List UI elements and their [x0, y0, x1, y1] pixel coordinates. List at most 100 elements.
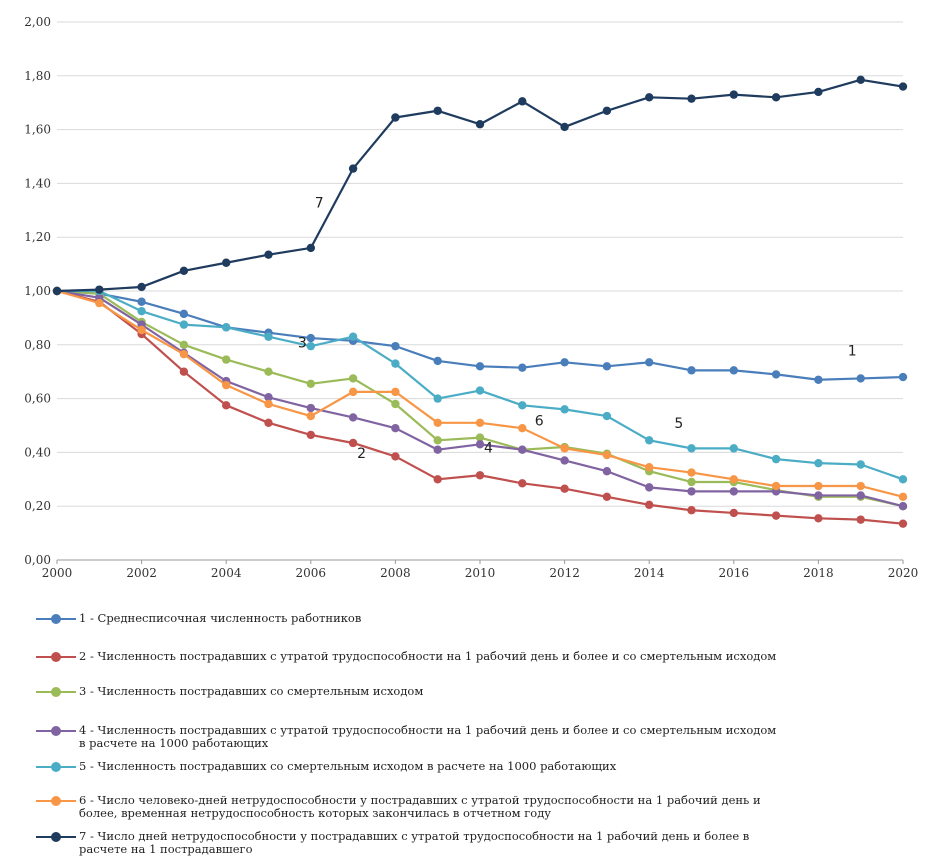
x-tick-label: 2004: [211, 566, 242, 580]
data-point-series-1: [771, 370, 781, 379]
legend-item: 2 - Численность пострадавших с утратой т…: [36, 650, 931, 663]
data-point-series-7: [602, 106, 612, 115]
data-point-series-7: [645, 93, 654, 102]
x-tick-label: 2008: [380, 566, 411, 580]
data-point-series-1: [391, 341, 400, 351]
data-point-series-2: [179, 367, 189, 376]
legend-label: 2 - Численность пострадавших с утратой т…: [79, 649, 777, 663]
data-point-series-6: [95, 298, 104, 308]
data-point-series-2: [348, 438, 358, 448]
data-point-series-4: [645, 483, 654, 492]
data-point-series-2: [814, 514, 823, 523]
data-point-series-6: [306, 411, 315, 421]
data-point-series-1: [645, 358, 654, 367]
data-point-series-7: [729, 90, 738, 99]
data-point-series-6: [137, 325, 146, 335]
data-point-series-7: [771, 93, 781, 102]
data-point-series-6: [687, 468, 696, 477]
data-point-series-4: [814, 491, 823, 500]
data-point-series-5: [898, 475, 908, 484]
data-point-series-5: [729, 444, 738, 453]
data-point-series-2: [645, 500, 654, 510]
data-point-series-1: [729, 366, 738, 375]
series-number-label: 6: [535, 414, 544, 430]
data-point-series-5: [687, 444, 696, 453]
legend-item: 7 - Число дней нетрудоспособности у пост…: [36, 830, 931, 856]
y-tick-label: 0,60: [24, 392, 51, 406]
gridlines: [57, 21, 903, 561]
data-point-series-1: [475, 362, 485, 371]
axes: 0,00 0,20 0,40 0,60 0,80 1,00 1,20 1,40 1,60 1,80…: [24, 15, 918, 580]
x-tick-label: 2020: [888, 566, 919, 580]
data-point-series-7: [137, 282, 146, 292]
data-point-series-7: [856, 75, 865, 85]
series-labels: 1 2 3 4 5 6 7: [298, 196, 857, 462]
data-point-series-3: [348, 374, 358, 383]
x-tick-label: 2018: [803, 566, 834, 580]
x-tick-label: 2006: [296, 566, 327, 580]
data-point-series-1: [433, 356, 442, 366]
data-point-series-5: [771, 454, 781, 464]
legend-swatch: [36, 724, 76, 736]
x-tick-label: 2012: [549, 566, 580, 580]
data-point-series-2: [475, 471, 485, 480]
data-point-series-7: [179, 266, 189, 276]
data-point-series-5: [264, 332, 273, 341]
data-point-series-2: [518, 479, 527, 488]
line-chart: 0,00 0,20 0,40 0,60 0,80 1,00 1,20 1,40 1,60 1,80…: [24, 15, 918, 580]
legend-swatch: [36, 794, 76, 806]
data-point-series-5: [179, 320, 189, 329]
data-point-series-7: [475, 120, 485, 129]
y-tick-label: 0,80: [24, 338, 51, 352]
data-point-series-2: [856, 515, 865, 524]
data-point-series-2: [306, 430, 315, 440]
data-point-series-5: [348, 332, 358, 341]
data-point-series-1: [560, 358, 569, 367]
data-point-series-4: [602, 467, 612, 476]
y-tick-label: 1,20: [24, 230, 51, 244]
series-number-label: 5: [674, 416, 683, 432]
series-group: [52, 75, 908, 528]
data-point-series-1: [306, 333, 315, 343]
data-point-series-4: [518, 445, 527, 454]
data-point-series-6: [602, 450, 612, 460]
data-point-series-4: [475, 440, 485, 449]
data-point-series-3: [475, 433, 485, 442]
series-number-label: 3: [298, 335, 307, 351]
data-point-series-5: [645, 436, 654, 445]
data-point-series-6: [264, 399, 273, 409]
data-point-series-4: [306, 403, 315, 413]
legend-swatch: [36, 650, 76, 662]
data-point-series-6: [729, 475, 738, 484]
legend-label: 1 - Среднесписочная численность работник…: [79, 611, 362, 625]
legend-swatch: [36, 760, 76, 772]
data-point-series-7: [264, 250, 273, 259]
data-point-series-6: [856, 481, 865, 491]
data-point-series-2: [391, 452, 400, 461]
y-tick-label: 0,20: [24, 499, 51, 513]
series-number-label: 7: [315, 196, 324, 212]
y-tick-label: 1,60: [24, 123, 51, 137]
y-tick-label: 1,40: [24, 176, 51, 190]
legend-label: 5 - Численность пострадавших со смертель…: [79, 759, 617, 773]
data-point-series-1: [179, 309, 189, 319]
data-point-series-4: [264, 393, 273, 402]
series-line-5: [57, 289, 904, 481]
legend-swatch: [36, 612, 76, 624]
data-point-series-5: [137, 306, 146, 316]
legend-item: 6 - Число человеко-дней нетрудоспособнос…: [36, 794, 931, 820]
legend-label: 3 - Численность пострадавших со смертель…: [79, 684, 424, 698]
legend-swatch: [36, 685, 76, 697]
legend-label: 6 - Число человеко-дней нетрудоспособнос…: [79, 793, 761, 820]
data-point-series-4: [433, 445, 442, 454]
y-tick-label: 1,00: [24, 284, 51, 298]
data-point-series-7: [348, 164, 358, 173]
data-point-series-3: [433, 436, 442, 445]
data-point-series-2: [602, 492, 612, 501]
data-point-series-7: [898, 82, 908, 91]
data-point-series-5: [560, 405, 569, 414]
data-point-series-6: [391, 387, 400, 397]
data-point-series-2: [560, 484, 569, 493]
data-point-series-3: [306, 379, 315, 389]
data-point-series-4: [348, 413, 358, 422]
